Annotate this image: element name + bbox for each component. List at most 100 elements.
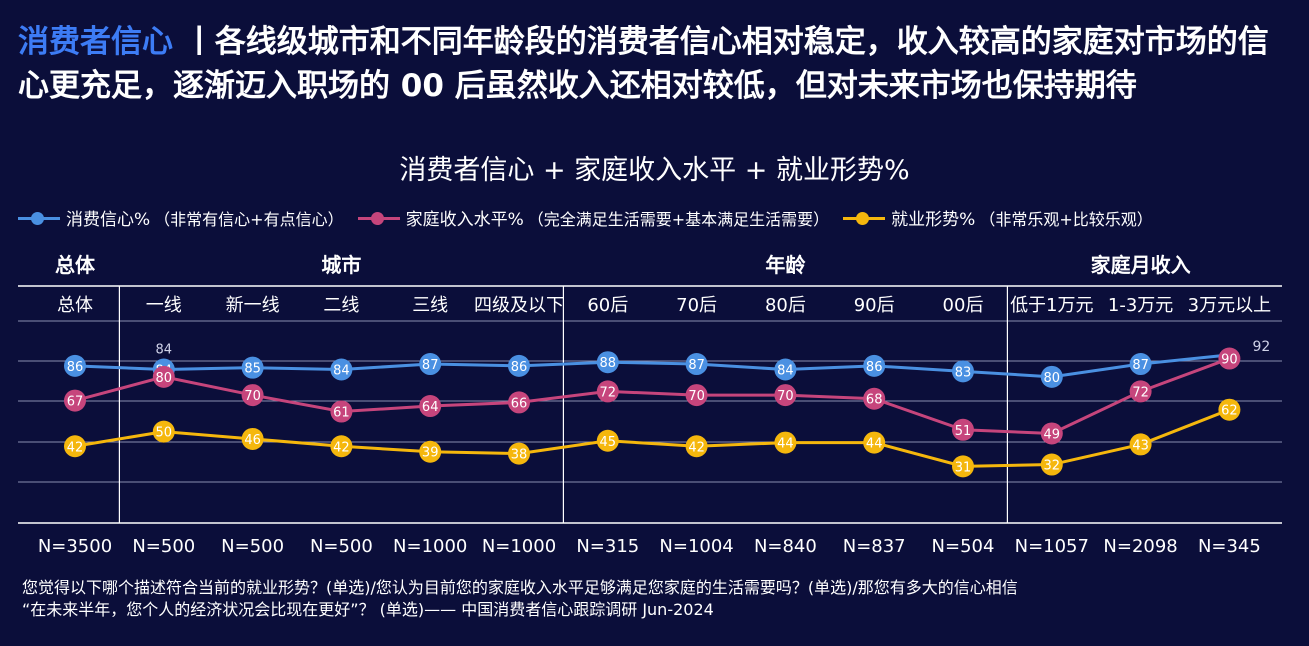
group-header-1: 城市 [321, 253, 361, 277]
point-confidence-2 [241, 356, 264, 379]
legend-swatch-employment [843, 211, 886, 225]
point-confidence-5 [508, 354, 530, 377]
group-header-2: 年龄 [765, 253, 806, 277]
data-label-employment-9: 44 [866, 437, 883, 452]
category-label-1: 一线 [146, 295, 182, 316]
series-line-income [74, 357, 1230, 435]
category-label-2: 新一线 [226, 295, 280, 316]
data-label-employment-13: 62 [1221, 404, 1238, 419]
data-label-confidence-13: 92 [1252, 339, 1270, 355]
headline-separator: 丨 [183, 24, 215, 60]
point-income-12 [1129, 380, 1152, 403]
legend-detail-confidence: （非常有信心+有点信心） [154, 209, 344, 229]
data-label-employment-5: 38 [511, 448, 528, 463]
category-label-7: 70后 [676, 295, 717, 316]
series-line-confidence [74, 353, 1230, 379]
category-label-8: 80后 [765, 295, 806, 316]
data-label-employment-7: 42 [688, 440, 705, 455]
category-label-10: 00后 [943, 295, 984, 316]
data-label-confidence-0: 86 [67, 360, 84, 375]
point-income-1 [152, 365, 175, 388]
sample-size-4: N=1000 [393, 536, 467, 557]
sample-size-0: N=3500 [38, 536, 112, 557]
legend-item-income: 家庭收入水平% （完全满足生活需要+基本满足生活需要） [357, 205, 829, 230]
data-label-income-4: 64 [422, 400, 439, 415]
point-income-3 [330, 400, 353, 423]
category-label-5: 四级及以下 [474, 295, 564, 316]
point-confidence-3 [330, 358, 353, 381]
series-line-employment [74, 408, 1230, 468]
point-income-7 [685, 384, 708, 407]
point-confidence-9 [863, 354, 886, 377]
point-employment-11 [1040, 453, 1063, 476]
point-employment-4 [419, 440, 442, 463]
footnote-line-2: “在未来半年，您个人的经济状况会比现在更好”？ (单选)—— 中国消费者信心跟踪… [22, 600, 714, 619]
data-label-confidence-5: 86 [511, 360, 528, 375]
sample-size-6: N=315 [576, 536, 639, 557]
sample-size-13: N=345 [1198, 536, 1261, 557]
data-label-income-0: 67 [67, 395, 84, 410]
point-income-9 [863, 387, 886, 410]
chart-title: 消费者信心 + 家庭收入水平 + 就业形势% [399, 155, 910, 186]
data-label-confidence-6: 88 [600, 356, 617, 371]
data-label-income-2: 70 [244, 389, 261, 404]
point-employment-5 [508, 442, 530, 465]
sample-size-2: N=500 [221, 536, 284, 557]
legend-swatch-confidence [18, 211, 60, 225]
data-label-income-3: 61 [333, 406, 350, 421]
data-label-income-6: 72 [600, 385, 617, 400]
sample-size-9: N=837 [843, 536, 906, 557]
sample-size-5: N=1000 [482, 536, 556, 557]
headline-accent: 消费者信心 [18, 24, 173, 60]
chart-legend: 消费信心% （非常有信心+有点信心） 家庭收入水平% （完全满足生活需要+基本满… [18, 205, 1308, 230]
sample-size-3: N=500 [310, 536, 373, 557]
data-label-income-9: 68 [866, 393, 883, 408]
point-employment-3 [330, 435, 353, 458]
data-label-employment-8: 44 [777, 437, 794, 452]
group-header-3: 家庭月收入 [1091, 253, 1191, 277]
point-employment-0 [64, 435, 86, 458]
category-label-12: 1-3万元 [1108, 295, 1173, 316]
headline-text: 各线级城市和不同年龄段的消费者信心相对稳定，收入较高的家庭对市场的信心更充足，逐… [18, 24, 1269, 104]
data-label-income-11: 49 [1044, 427, 1061, 442]
data-label-confidence-4: 87 [422, 358, 439, 373]
legend-swatch-income [357, 211, 400, 225]
data-label-employment-2: 46 [244, 433, 261, 448]
legend-item-employment: 就业形势% （非常乐观+比较乐观） [843, 205, 1153, 230]
data-label-confidence-12: 87 [1132, 358, 1149, 373]
data-label-employment-3: 42 [333, 440, 350, 455]
category-label-0: 总体 [57, 295, 93, 316]
data-label-confidence-11: 80 [1044, 371, 1061, 386]
category-label-4: 三线 [412, 295, 448, 316]
point-confidence-7 [685, 353, 708, 376]
data-label-income-10: 51 [955, 424, 972, 439]
point-confidence-11 [1040, 365, 1063, 388]
sample-size-7: N=1004 [659, 536, 733, 557]
data-label-employment-12: 43 [1132, 438, 1149, 453]
legend-label-employment: 就业形势% [891, 210, 976, 230]
category-label-11: 低于1万元 [1010, 295, 1093, 316]
legend-detail-employment: （非常乐观+比较乐观） [979, 209, 1153, 229]
point-confidence-0 [64, 354, 86, 377]
point-income-11 [1040, 422, 1063, 445]
sample-size-1: N=500 [132, 536, 195, 557]
data-label-income-7: 70 [688, 389, 705, 404]
category-label-9: 90后 [854, 295, 895, 316]
category-label-6: 60后 [587, 295, 628, 316]
point-employment-1 [152, 420, 175, 443]
point-confidence-12 [1129, 353, 1152, 376]
sample-size-10: N=504 [932, 536, 995, 557]
data-label-confidence-8: 84 [777, 364, 794, 379]
data-label-confidence-9: 86 [866, 360, 883, 375]
data-label-employment-10: 31 [955, 460, 972, 475]
footnote-line-1: 您觉得以下哪个描述符合当前的就业形势？(单选)/您认为目前您的家庭收入水平足够满… [22, 578, 1018, 597]
point-employment-13 [1218, 398, 1241, 421]
sample-size-11: N=1057 [1015, 536, 1089, 557]
data-label-confidence-10: 83 [955, 365, 972, 380]
data-label-confidence-1-above: 84 [156, 343, 173, 358]
legend-label-confidence: 消费信心% [66, 210, 151, 230]
data-label-employment-1: 50 [156, 426, 173, 441]
point-income-8 [774, 384, 797, 407]
point-employment-10 [952, 455, 974, 478]
